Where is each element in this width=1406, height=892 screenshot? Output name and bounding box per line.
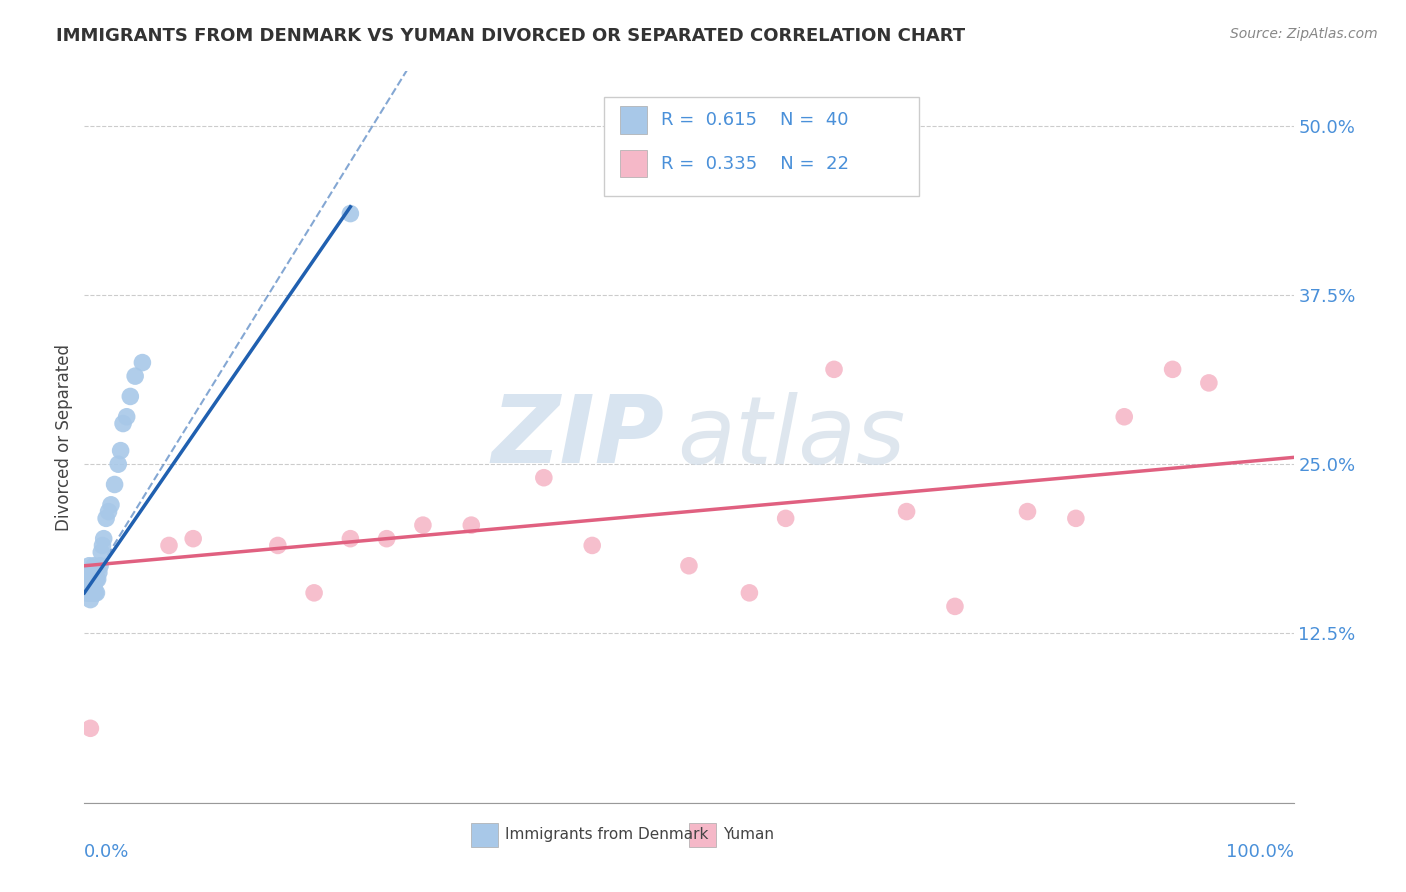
Point [77,572,100,586]
Point [412,518,434,533]
Point [94,511,117,525]
Point [1017,505,1039,519]
Point [97,505,120,519]
Text: Source: ZipAtlas.com: Source: ZipAtlas.com [1230,27,1378,41]
Point [77,586,100,600]
Point [86,586,108,600]
Point [83,558,105,573]
Point [76,566,98,580]
Text: Immigrants from Denmark: Immigrants from Denmark [505,828,709,842]
Point [82,586,104,600]
FancyBboxPatch shape [605,97,918,195]
Point [89,558,111,573]
Point [943,599,966,614]
Point [86,572,108,586]
Point [775,511,797,525]
Point [76,579,98,593]
Text: 0.0%: 0.0% [84,843,129,861]
Text: ZIP: ZIP [492,391,665,483]
Point [80,586,103,600]
Point [104,477,127,491]
Point [1161,362,1184,376]
Point [82,579,104,593]
Point [77,558,100,573]
Point [339,206,361,220]
Text: R =  0.335    N =  22: R = 0.335 N = 22 [661,154,849,172]
Point [80,572,103,586]
Point [79,592,101,607]
Text: R =  0.615    N =  40: R = 0.615 N = 40 [661,111,849,128]
Point [79,566,101,580]
Point [1114,409,1136,424]
Point [90,545,112,559]
FancyBboxPatch shape [471,823,498,847]
Point [91,538,114,552]
Point [93,532,115,546]
Point [79,721,101,735]
Point [83,579,105,593]
Point [77,586,100,600]
Point [75,586,97,600]
Point [87,566,110,580]
Point [77,579,100,593]
Point [124,369,146,384]
Text: 100.0%: 100.0% [1226,843,1294,861]
Point [678,558,700,573]
Y-axis label: Divorced or Separated: Divorced or Separated [55,343,73,531]
Point [267,538,290,552]
Point [79,586,101,600]
Text: Yuman: Yuman [723,828,773,842]
Point [120,389,142,403]
Text: IMMIGRANTS FROM DENMARK VS YUMAN DIVORCED OR SEPARATED CORRELATION CHART: IMMIGRANTS FROM DENMARK VS YUMAN DIVORCE… [56,27,966,45]
Point [581,538,603,552]
Point [823,362,845,376]
Point [157,538,180,552]
Point [738,586,761,600]
Point [84,572,107,586]
Point [112,417,135,431]
Point [110,443,132,458]
Point [1198,376,1220,390]
Point [86,572,108,586]
Point [84,586,107,600]
Point [533,471,555,485]
Point [1064,511,1087,525]
Point [896,505,918,519]
Point [115,409,138,424]
Point [375,532,398,546]
Point [181,532,204,546]
FancyBboxPatch shape [620,150,647,178]
Point [460,518,482,533]
Point [100,498,122,512]
Point [82,566,104,580]
FancyBboxPatch shape [620,106,647,134]
Point [107,457,129,471]
Point [339,532,361,546]
Text: atlas: atlas [676,392,905,483]
Point [131,355,153,369]
FancyBboxPatch shape [689,823,716,847]
Point [302,586,325,600]
